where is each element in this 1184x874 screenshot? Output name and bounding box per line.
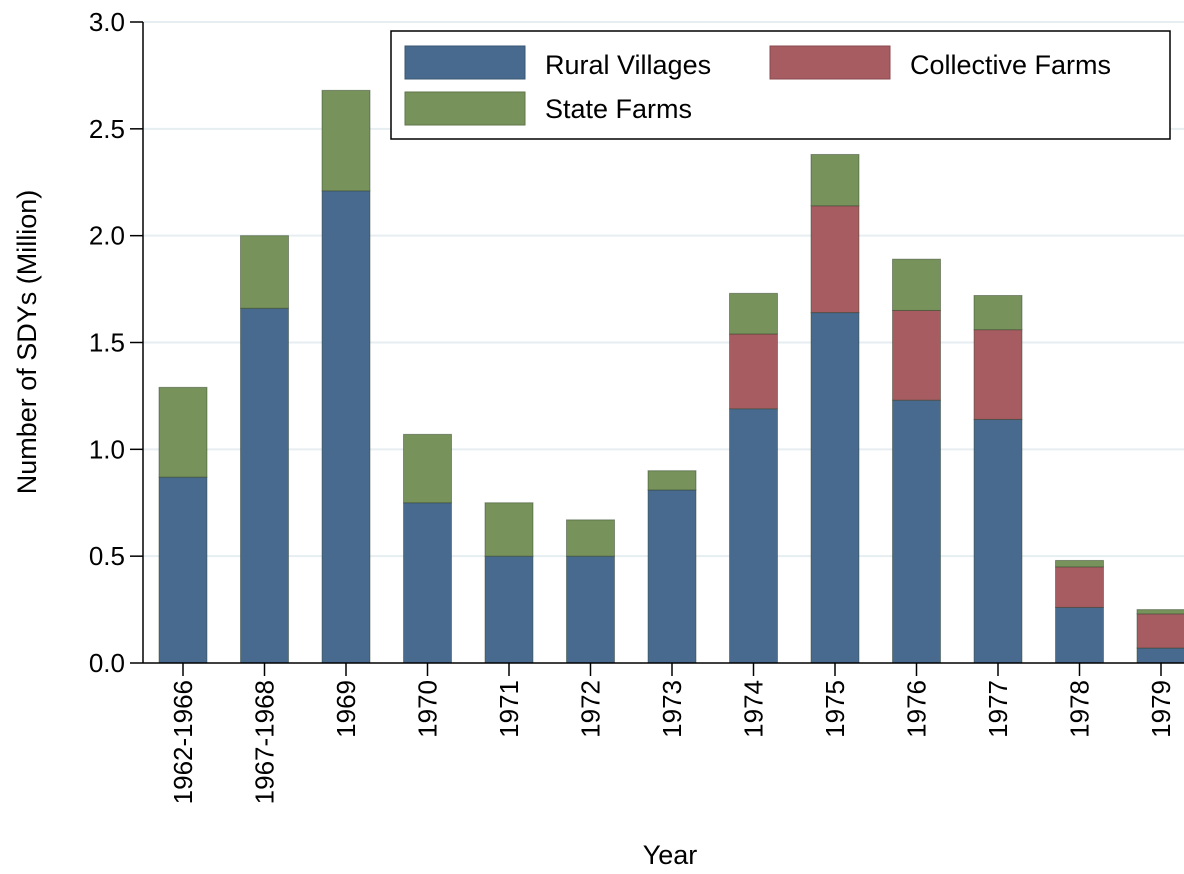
bar-rural-villages-1975 bbox=[810, 312, 860, 664]
bar-state-farms-1973 bbox=[647, 470, 697, 491]
y-tick-label: 0.0 bbox=[89, 648, 125, 678]
bar-collective-farms-1977 bbox=[973, 329, 1023, 420]
x-tick-label: 1973 bbox=[657, 680, 687, 738]
legend-swatch-collective-farms bbox=[769, 45, 891, 80]
bar-rural-villages-1976 bbox=[892, 399, 941, 664]
bar-state-farms-1967-1968 bbox=[240, 235, 289, 309]
legend-label-state-farms: State Farms bbox=[545, 94, 692, 124]
bar-state-farms-1974 bbox=[729, 292, 778, 335]
x-tick-label: 1970 bbox=[413, 680, 443, 738]
bar-collective-farms-1975 bbox=[810, 205, 860, 314]
y-tick-label: 0.5 bbox=[89, 541, 125, 571]
bar-rural-villages-1970 bbox=[403, 502, 452, 664]
bar-collective-farms-1974 bbox=[729, 333, 778, 410]
bar-state-farms-1977 bbox=[973, 294, 1023, 331]
bar-rural-villages-1962-1966 bbox=[158, 476, 208, 664]
bar-rural-villages-1979 bbox=[1136, 647, 1184, 664]
bar-rural-villages-1972 bbox=[566, 555, 615, 664]
y-tick-label: 3.0 bbox=[89, 7, 125, 37]
y-axis-title: Number of SDYs (Million) bbox=[12, 190, 42, 495]
x-tick-label: 1972 bbox=[576, 680, 606, 738]
x-axis-title: Year bbox=[643, 840, 698, 870]
bar-state-farms-1971 bbox=[484, 502, 534, 557]
x-tick-label: 1977 bbox=[983, 680, 1013, 738]
x-tick-label: 1969 bbox=[331, 680, 361, 738]
bar-state-farms-1962-1966 bbox=[158, 386, 208, 478]
bar-rural-villages-1978 bbox=[1055, 606, 1104, 664]
x-tick-label: 1971 bbox=[494, 680, 524, 738]
bar-rural-villages-1977 bbox=[973, 418, 1023, 664]
bar-rural-villages-1971 bbox=[484, 555, 534, 664]
y-tick-label: 2.0 bbox=[89, 221, 125, 251]
bar-state-farms-1975 bbox=[810, 153, 860, 207]
x-tick-label: 1976 bbox=[902, 680, 932, 738]
bar-state-farms-1970 bbox=[403, 433, 452, 504]
x-tick-label: 1975 bbox=[820, 680, 850, 738]
legend-swatch-rural-villages bbox=[404, 45, 526, 80]
bar-collective-farms-1976 bbox=[892, 309, 941, 401]
y-tick-label: 1.5 bbox=[89, 328, 125, 358]
axes bbox=[130, 21, 1184, 676]
legend-label-rural-villages: Rural Villages bbox=[545, 50, 711, 80]
x-tick-label: 1978 bbox=[1065, 680, 1095, 738]
x-tick-label: 1974 bbox=[739, 680, 769, 738]
legend-swatch-state-farms bbox=[404, 91, 526, 126]
x-tick-label: 1962-1966 bbox=[168, 680, 198, 804]
y-tick-label: 2.5 bbox=[89, 114, 125, 144]
bar-state-farms-1969 bbox=[321, 89, 371, 192]
x-tick-labels: 1962-1966 1967-1968 1969 1970 1971 1972 1973 19… bbox=[168, 680, 1176, 804]
bar-rural-villages-1973 bbox=[647, 489, 697, 664]
x-tick-label: 1967-1968 bbox=[250, 680, 280, 804]
x-tick-label: 1979 bbox=[1146, 680, 1176, 738]
bars bbox=[158, 89, 1184, 664]
y-tick-labels: 0.0 0.5 1.0 1.5 2.0 2.5 3.0 bbox=[89, 7, 125, 678]
bar-state-farms-1978 bbox=[1055, 559, 1104, 568]
bar-state-farms-1972 bbox=[566, 519, 615, 557]
legend-label-collective-farms: Collective Farms bbox=[910, 50, 1111, 80]
bar-rural-villages-1969 bbox=[321, 190, 371, 664]
legend: Rural Villages Collective Farms State Fa… bbox=[390, 30, 1171, 140]
bar-state-farms-1979 bbox=[1136, 609, 1184, 615]
bar-collective-farms-1979 bbox=[1136, 613, 1184, 649]
bar-rural-villages-1974 bbox=[729, 408, 778, 664]
y-tick-label: 1.0 bbox=[89, 434, 125, 464]
bar-rural-villages-1967-1968 bbox=[240, 307, 289, 664]
bar-state-farms-1976 bbox=[892, 258, 941, 311]
bar-collective-farms-1978 bbox=[1055, 566, 1104, 608]
